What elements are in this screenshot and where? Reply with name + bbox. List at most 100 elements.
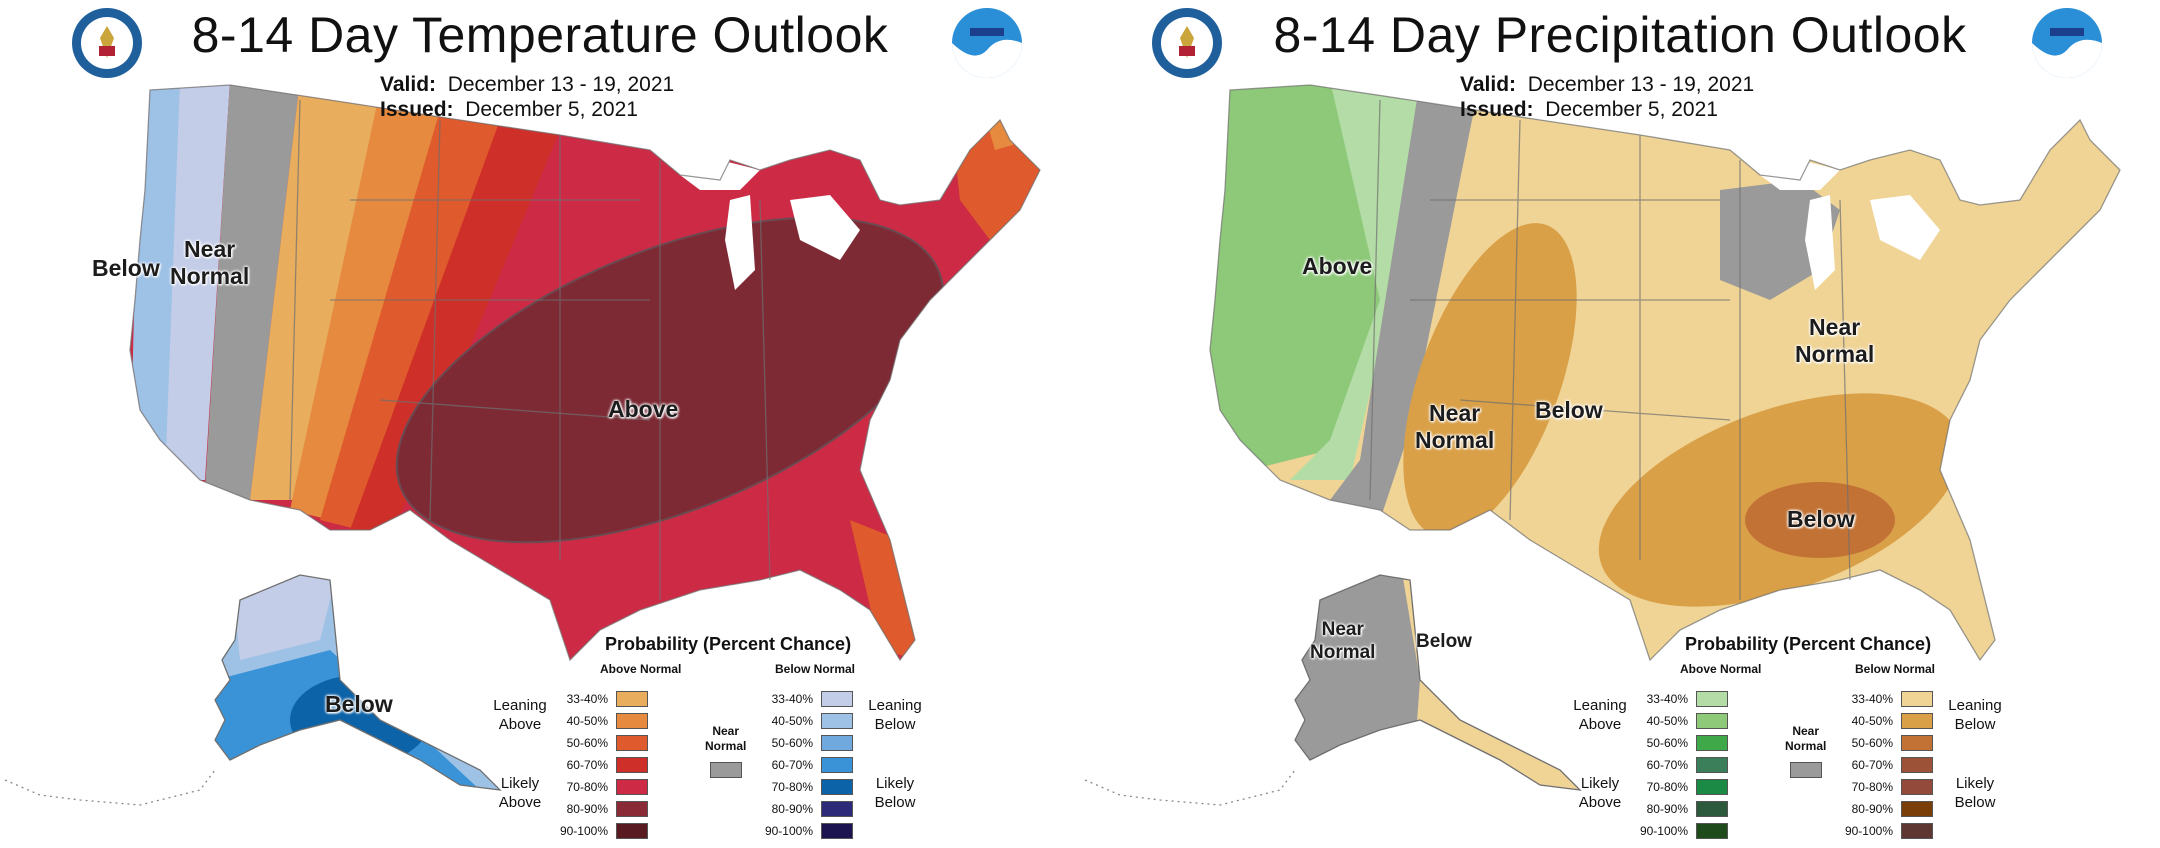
swatch <box>821 779 853 795</box>
normal-word: Normal <box>1785 739 1827 753</box>
likely-above-label: Likely Above <box>490 774 550 812</box>
legend-row: 70-80% <box>1630 776 1728 798</box>
legend-row: 40-50% <box>1630 710 1728 732</box>
legend-row: 50-60% <box>1835 732 1933 754</box>
dates-block: Valid: December 13 - 19, 2021 Issued: De… <box>380 72 674 122</box>
swatch <box>1901 713 1933 729</box>
valid-value: December 13 - 19, 2021 <box>1527 73 1755 96</box>
swatch <box>821 823 853 839</box>
swatch <box>1901 779 1933 795</box>
pct-label: 50-60% <box>1851 736 1893 750</box>
above-word: Above <box>1578 716 1622 733</box>
likely-word: Likely <box>500 775 540 792</box>
near-word: Near <box>1792 724 1820 738</box>
label-normal: Normal <box>1310 642 1376 663</box>
legend-row: 60-70% <box>755 754 853 776</box>
pct-label: 70-80% <box>771 780 813 794</box>
pct-label: 70-80% <box>566 780 608 794</box>
legend-row: 90-100% <box>755 820 853 842</box>
below-normal-scale: 33-40% 40-50% 50-60% 60-70% 70-80% 80-90… <box>755 688 853 842</box>
swatch <box>1696 801 1728 817</box>
commerce-seal-logo <box>1150 6 1224 80</box>
page-title: 8-14 Day Precipitation Outlook <box>1273 7 1967 63</box>
pct-label: 33-40% <box>1646 692 1688 706</box>
near-word: Near <box>712 724 740 738</box>
legend-row: 33-40% <box>755 688 853 710</box>
pct-label: 60-70% <box>566 758 608 772</box>
pct-label: 80-90% <box>1851 802 1893 816</box>
below-word: Below <box>874 794 916 811</box>
issued-label: Issued: <box>380 98 454 121</box>
legend-row: 60-70% <box>550 754 648 776</box>
above-word: Above <box>1578 794 1622 811</box>
label-alaska-below: Below <box>1416 631 1472 652</box>
leaning-word: Leaning <box>493 697 547 714</box>
leaning-above-label: Leaning Above <box>1570 696 1630 734</box>
precipitation-map <box>1080 0 2160 848</box>
label-alaska-near-normal: Near Normal <box>1310 618 1375 664</box>
legend-row: 90-100% <box>1630 820 1728 842</box>
legend-row: 70-80% <box>1835 776 1933 798</box>
normal-word: Normal <box>705 739 747 753</box>
pct-label: 40-50% <box>771 714 813 728</box>
swatch <box>821 801 853 817</box>
swatch <box>616 735 648 751</box>
temperature-map <box>4 84 1041 806</box>
pct-label: 40-50% <box>1851 714 1893 728</box>
pct-label: 60-70% <box>771 758 813 772</box>
below-word: Below <box>874 716 916 733</box>
pct-label: 40-50% <box>1646 714 1688 728</box>
above-normal-scale: 33-40% 40-50% 50-60% 60-70% 70-80% 80-90… <box>550 688 648 842</box>
legend-row: 80-90% <box>1630 798 1728 820</box>
issued-label: Issued: <box>1460 98 1534 121</box>
pct-label: 50-60% <box>566 736 608 750</box>
legend-row: 80-90% <box>1835 798 1933 820</box>
swatch <box>616 801 648 817</box>
swatch <box>821 713 853 729</box>
swatch <box>1696 735 1728 751</box>
label-near: Near <box>1429 400 1481 426</box>
label-near-normal-lakes: Near Normal <box>1795 314 1874 368</box>
swatch <box>616 779 648 795</box>
legend-row: 80-90% <box>550 798 648 820</box>
legend-row: 80-90% <box>755 798 853 820</box>
issued-value: December 5, 2021 <box>465 98 638 121</box>
pct-label: 60-70% <box>1851 758 1893 772</box>
legend-row: 40-50% <box>550 710 648 732</box>
above-normal-scale: 33-40% 40-50% 50-60% 60-70% 70-80% 80-90… <box>1630 688 1728 842</box>
near-normal-swatch <box>1789 762 1822 778</box>
pct-label: 90-100% <box>559 824 608 838</box>
leaning-below-label: Leaning Below <box>865 696 925 734</box>
precipitation-outlook-panel: 8-14 Day Precipitation Outlook Valid: De… <box>1080 0 2160 848</box>
near-normal-key: Near Normal <box>705 724 746 778</box>
label-below-southeast: Below <box>1787 506 1855 532</box>
label-below-plains: Below <box>1535 397 1603 423</box>
swatch <box>821 757 853 773</box>
pct-label: 80-90% <box>1646 802 1688 816</box>
noaa-logo <box>2030 6 2104 80</box>
below-word: Below <box>1954 716 1996 733</box>
valid-label: Valid: <box>380 73 437 96</box>
swatch <box>1696 691 1728 707</box>
swatch <box>1696 757 1728 773</box>
swatch <box>1901 823 1933 839</box>
above-normal-heading: Above Normal <box>1680 662 1762 676</box>
below-word: Below <box>1954 794 1996 811</box>
label-near-normal: Near Normal <box>170 236 249 290</box>
likely-word: Likely <box>875 775 915 792</box>
swatch <box>1901 691 1933 707</box>
near-normal-key: Near Normal <box>1785 724 1826 778</box>
pct-label: 90-100% <box>764 824 813 838</box>
pct-label: 90-100% <box>1639 824 1688 838</box>
pct-label: 40-50% <box>566 714 608 728</box>
legend-row: 60-70% <box>1835 754 1933 776</box>
label-alaska-below: Below <box>325 691 393 717</box>
valid-value: December 13 - 19, 2021 <box>447 73 675 96</box>
pct-label: 60-70% <box>1646 758 1688 772</box>
legend-row: 90-100% <box>1835 820 1933 842</box>
legend-title: Probability (Percent Chance) <box>1685 634 1932 654</box>
below-normal-scale: 33-40% 40-50% 50-60% 60-70% 70-80% 80-90… <box>1835 688 1933 842</box>
legend-row: 33-40% <box>1630 688 1728 710</box>
swatch <box>1696 779 1728 795</box>
legend-row: 90-100% <box>550 820 648 842</box>
